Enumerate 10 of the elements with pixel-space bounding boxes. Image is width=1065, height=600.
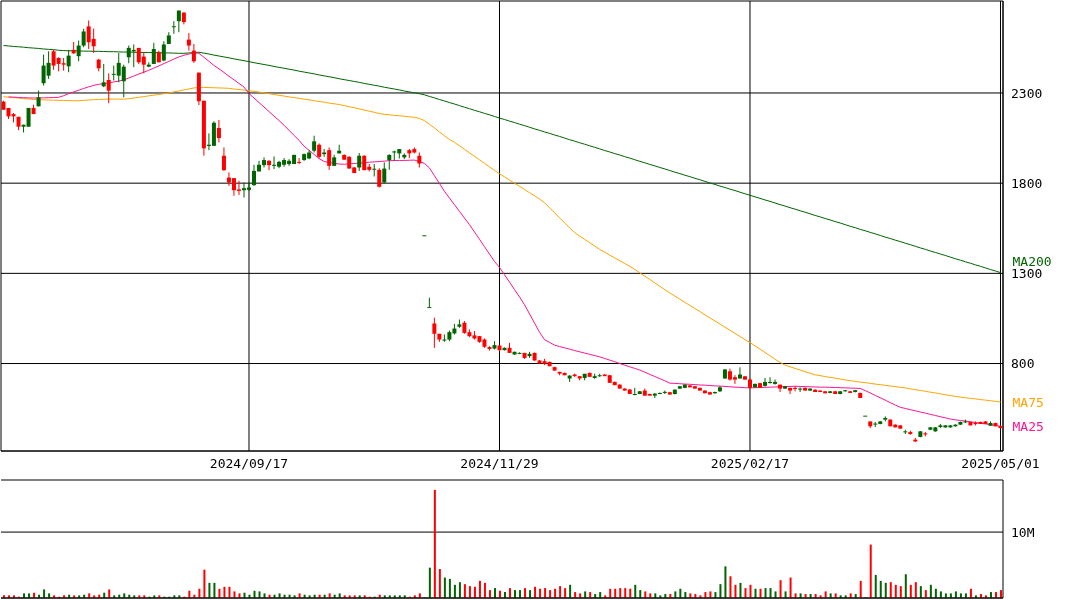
x-tick-label: 2025/05/01 bbox=[961, 456, 1040, 472]
series-label: MA25 bbox=[1012, 419, 1044, 435]
y-tick-label: 2300 bbox=[1011, 85, 1043, 101]
x-tick-label: 2024/09/17 bbox=[209, 456, 289, 472]
series-label: MA75 bbox=[1012, 394, 1044, 410]
y-tick-label: 800 bbox=[1011, 356, 1035, 372]
x-tick-label: 2025/02/17 bbox=[710, 456, 790, 472]
y-tick-label: 10M bbox=[1011, 524, 1035, 540]
x-tick-label: 2024/11/29 bbox=[460, 456, 539, 472]
y-tick-label: 1800 bbox=[1011, 175, 1043, 191]
